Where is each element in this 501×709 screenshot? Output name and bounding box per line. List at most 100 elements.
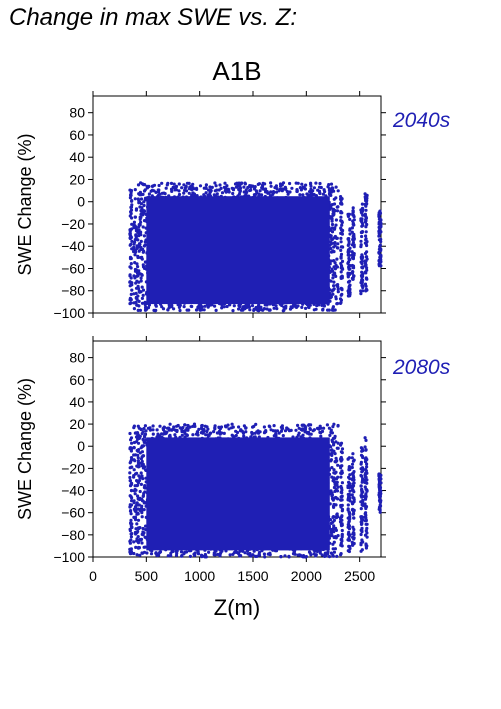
scatter-point xyxy=(283,554,287,558)
scatter-point xyxy=(190,304,194,309)
scatter-point xyxy=(283,185,287,189)
scatter-point xyxy=(340,229,344,233)
scatter-point xyxy=(359,292,363,296)
scatter-point xyxy=(231,425,235,429)
scatter-point xyxy=(329,259,333,263)
scatter-point xyxy=(137,269,141,273)
scatter-point xyxy=(339,255,343,259)
scatter-point xyxy=(133,276,137,280)
scatter-point xyxy=(215,192,219,196)
scatter-point xyxy=(249,188,253,192)
plot-frame xyxy=(92,95,382,314)
scatter-point xyxy=(198,304,202,309)
scatter-point xyxy=(139,471,143,475)
scatter-point xyxy=(136,308,140,312)
scatter-point xyxy=(137,200,141,204)
scatter-point xyxy=(335,301,340,306)
scatter-point xyxy=(140,285,144,289)
scatter-point xyxy=(132,301,136,305)
scatter-point xyxy=(150,184,154,188)
scatter-point xyxy=(141,225,145,229)
scatter-point xyxy=(274,184,278,188)
scatter-point xyxy=(339,252,344,256)
scatter-point xyxy=(279,184,283,188)
scatter-point xyxy=(222,431,226,435)
scatter-point xyxy=(204,191,208,195)
scatter-point xyxy=(377,220,381,224)
scatter-point xyxy=(341,245,345,249)
scatter-point xyxy=(173,185,177,189)
scatter-point xyxy=(332,524,336,528)
scatter-point xyxy=(303,187,307,191)
scatter-point xyxy=(334,223,338,227)
scatter-point xyxy=(364,234,368,238)
scatter-point xyxy=(289,306,293,310)
y-tick-label: −60 xyxy=(61,260,85,276)
scatter-point xyxy=(237,187,241,192)
scatter-point xyxy=(160,305,164,309)
scatter-point xyxy=(340,274,344,278)
scatter-point xyxy=(352,213,356,218)
scatter-point xyxy=(325,423,329,427)
scatter-point xyxy=(220,303,224,307)
scatter-point xyxy=(336,246,340,250)
scatter-point xyxy=(339,264,344,268)
scatter-point xyxy=(300,305,304,309)
scatter-point xyxy=(351,209,355,213)
scatter-point xyxy=(261,187,265,191)
scatter-point xyxy=(378,217,382,221)
scatter-point xyxy=(331,269,335,273)
scatter-point xyxy=(348,279,352,283)
scatter-dense-core xyxy=(146,196,330,305)
scatter-point xyxy=(340,223,344,227)
scatter-point xyxy=(158,192,162,196)
scatter-point xyxy=(191,191,195,195)
scatter-point xyxy=(331,276,335,280)
scatter-point xyxy=(331,186,335,191)
scatter-point xyxy=(346,251,350,255)
scatter-point xyxy=(244,430,248,434)
scatter-point xyxy=(214,308,218,312)
scatter-point xyxy=(178,308,182,313)
scatter-point xyxy=(228,553,232,557)
scatter-point xyxy=(335,236,339,240)
scatter-point xyxy=(335,257,339,261)
scatter-point xyxy=(139,457,143,461)
scatter-point xyxy=(185,181,189,185)
scatter-point xyxy=(164,186,168,190)
scatter-point xyxy=(248,551,252,556)
y-tick-label: 40 xyxy=(69,394,85,410)
scatter-point xyxy=(346,260,351,264)
scatter-point xyxy=(230,186,234,190)
scatter-point xyxy=(177,182,181,186)
scatter-point xyxy=(347,294,351,298)
scatter-point xyxy=(351,240,355,244)
scatter-point xyxy=(240,181,244,185)
scatter-point xyxy=(152,308,156,312)
scatter-point xyxy=(136,183,141,187)
scatter-point xyxy=(141,526,145,531)
scatter-point xyxy=(329,242,334,246)
scatter-point xyxy=(350,250,354,254)
scatter-point xyxy=(141,477,145,481)
scatter-point xyxy=(359,289,363,293)
x-tick-label: 2500 xyxy=(344,568,375,584)
scatter-point xyxy=(298,186,302,190)
scatter-point xyxy=(364,284,368,288)
scatter-point xyxy=(136,286,141,291)
scatter-point xyxy=(311,189,315,193)
scatter-point xyxy=(231,191,235,196)
scatter-point xyxy=(347,285,351,289)
scatter-point xyxy=(339,236,343,240)
scatter-point xyxy=(188,425,192,429)
scatter-point xyxy=(129,210,133,214)
scatter-point xyxy=(377,211,381,215)
scatter-point xyxy=(379,264,383,268)
scatter-point xyxy=(130,222,134,226)
scatter-point xyxy=(135,244,139,248)
x-tick-label: 1500 xyxy=(237,568,268,584)
scatter-point xyxy=(141,293,145,297)
scatter-point xyxy=(285,189,289,194)
scatter-point xyxy=(252,187,257,191)
